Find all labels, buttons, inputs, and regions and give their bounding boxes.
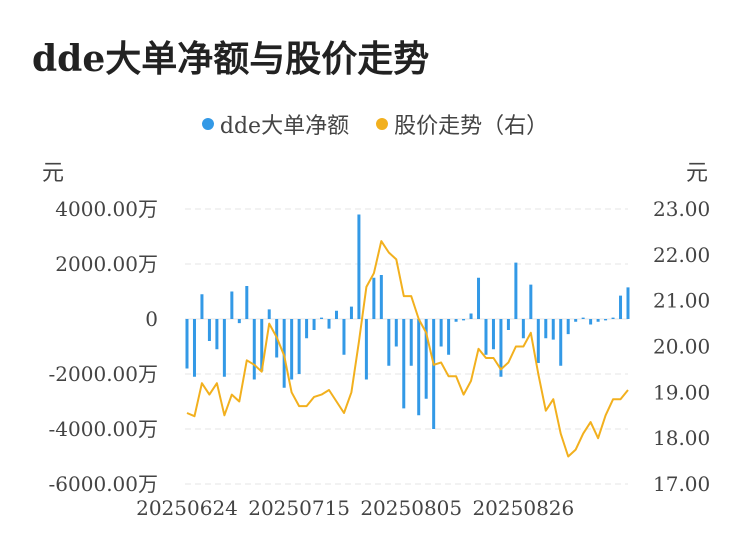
dde-bar — [245, 286, 249, 319]
dde-bar — [349, 306, 353, 319]
dde-bar — [409, 319, 413, 366]
dde-bar — [267, 309, 271, 319]
dde-bar — [566, 319, 570, 335]
dde-bar — [477, 277, 481, 319]
dde-bar — [320, 317, 324, 319]
right-tick-label: 17.00 — [653, 472, 710, 496]
dde-bar — [334, 310, 338, 319]
dde-bar — [185, 319, 189, 369]
dde-bar — [230, 291, 234, 319]
dde-bar — [506, 319, 510, 330]
legend-marker-dde — [201, 118, 214, 130]
legend: dde大单净额 股价走势（右） — [0, 108, 750, 140]
right-tick-label: 19.00 — [653, 380, 710, 404]
right-tick-label: 18.00 — [653, 426, 710, 450]
dde-bar — [462, 319, 466, 321]
dde-bar — [424, 319, 428, 399]
dde-bar — [372, 277, 376, 319]
x-tick-label: 20250826 — [472, 496, 574, 520]
dde-bar — [364, 319, 368, 380]
chart-title: dde大单净额与股价走势 — [32, 38, 430, 80]
dde-bar — [237, 319, 241, 324]
dde-bar — [447, 319, 451, 355]
dde-bar — [260, 319, 264, 372]
right-tick-label: 21.00 — [653, 289, 710, 313]
legend-label-dde: dde大单净额 — [219, 114, 350, 139]
right-tick-label: 20.00 — [653, 335, 710, 359]
dde-bar — [387, 319, 391, 366]
left-tick-label: -4000.00万 — [49, 417, 158, 441]
x-tick-label: 20250624 — [136, 496, 238, 520]
price-line — [186, 240, 629, 458]
dde-bar — [604, 319, 608, 321]
dde-bar — [357, 214, 361, 319]
left-axis-unit: 元 — [42, 161, 65, 186]
left-tick-label: 4000.00万 — [55, 197, 158, 221]
x-tick-label: 20250805 — [360, 496, 462, 520]
legend-label-price: 股价走势（右） — [394, 114, 549, 139]
right-tick-label: 23.00 — [653, 197, 710, 221]
legend-item-dde[interactable]: dde大单净额 — [201, 108, 350, 140]
dde-bar — [626, 287, 630, 319]
dde-bar — [297, 319, 301, 374]
dde-bar — [327, 319, 331, 329]
dde-bar — [484, 319, 488, 355]
x-tick-label: 20250715 — [248, 496, 350, 520]
dde-bar — [544, 319, 548, 339]
dde-bar — [454, 319, 458, 322]
dde-bar — [207, 319, 211, 341]
dde-bar — [394, 319, 398, 347]
dde-bar — [619, 295, 623, 319]
dde-bar — [252, 319, 256, 380]
legend-marker-price — [376, 118, 389, 130]
left-tick-label: -6000.00万 — [49, 472, 158, 496]
dde-bar — [521, 319, 525, 339]
dde-bar — [491, 319, 495, 350]
dde-bar — [551, 319, 555, 340]
dde-bar — [499, 319, 503, 377]
dde-bar — [574, 319, 578, 322]
right-axis-unit: 元 — [685, 161, 708, 186]
legend-item-price[interactable]: 股价走势（右） — [376, 108, 548, 140]
dde-bar — [200, 294, 204, 319]
dde-bar — [611, 317, 615, 319]
left-tick-label: -2000.00万 — [49, 362, 158, 386]
dde-bar — [379, 275, 383, 319]
dde-bar — [342, 319, 346, 355]
left-tick-label: 0 — [145, 307, 158, 331]
dde-bar — [312, 319, 316, 330]
dde-bar — [222, 319, 226, 377]
dde-bar — [192, 319, 196, 377]
dde-bar — [305, 319, 309, 339]
left-tick-label: 2000.00万 — [55, 252, 158, 276]
dde-bar — [536, 319, 540, 363]
dde-bar — [469, 313, 473, 319]
dde-bar — [290, 319, 294, 380]
dde-bar — [589, 319, 593, 325]
dde-bar — [581, 317, 585, 319]
right-tick-label: 22.00 — [653, 243, 710, 267]
dde-bar — [417, 319, 421, 416]
dde-bar — [215, 319, 219, 350]
dde-bar — [529, 284, 533, 319]
dde-bar — [402, 319, 406, 409]
dde-bar — [596, 319, 600, 322]
dde-bar — [514, 262, 518, 319]
dde-bar — [559, 319, 563, 366]
dde-bar — [432, 319, 436, 429]
dde-bar — [439, 319, 443, 347]
